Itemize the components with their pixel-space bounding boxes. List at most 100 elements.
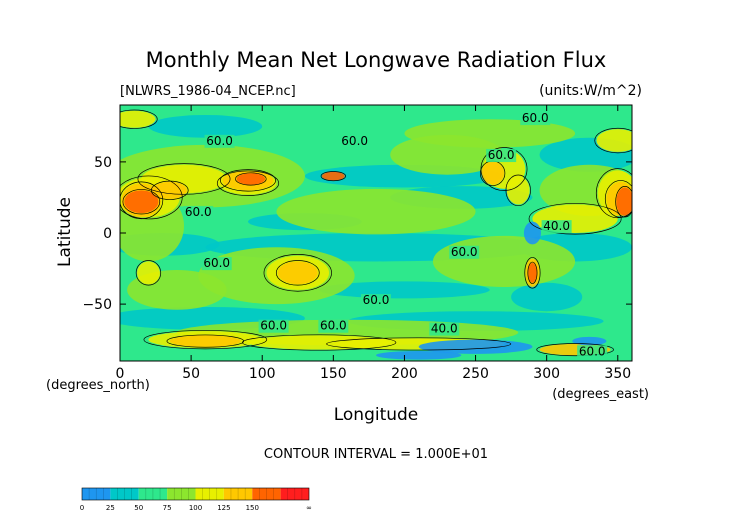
- contour-line: [235, 172, 267, 186]
- contour-label-backdrop: [429, 322, 460, 336]
- contour-label: 60.0: [363, 293, 390, 307]
- colorbar-swatch: [195, 488, 224, 500]
- flux-region: [152, 181, 187, 199]
- contour-label: 60.0: [260, 319, 287, 333]
- flux-region: [276, 188, 476, 235]
- plot-area: 60.0 60.0 60.0 60.0 60.0 40.0 60.0 60.0 60.0 60.0…: [119, 104, 633, 362]
- y-tick-label: 50: [94, 155, 112, 171]
- flux-region: [321, 171, 345, 181]
- contour-label-backdrop: [318, 319, 349, 333]
- contour-line: [505, 174, 531, 207]
- chart-title: Monthly Mean Net Longwave Radiation Flux: [146, 48, 607, 72]
- colorbar-tick-label: 75: [163, 504, 172, 512]
- contour-label: 60.0: [451, 245, 478, 259]
- units-label: (units:W/m^2): [539, 83, 642, 99]
- contour-label-backdrop: [258, 319, 289, 333]
- colorbar-tick-label: 25: [106, 504, 115, 512]
- contour-line: [216, 170, 280, 196]
- flux-region: [528, 262, 537, 283]
- contour-line: [263, 254, 332, 292]
- flux-region: [511, 282, 583, 312]
- contour-label: 60.0: [522, 111, 549, 125]
- contour-line: [137, 163, 231, 195]
- flux-region: [481, 161, 504, 185]
- y-axis-label: Latitude: [55, 197, 75, 267]
- x-tick-label: 0: [116, 366, 125, 382]
- y-unit-label: (degrees_north): [46, 378, 150, 393]
- flux-region: [148, 114, 263, 138]
- flux-region: [418, 339, 533, 354]
- x-axis-ticks: 0 50 100 150 200 250 300 350: [116, 105, 631, 382]
- contour-line: [120, 181, 164, 220]
- contour-line: [326, 337, 512, 351]
- contour-label-backdrop: [449, 245, 480, 259]
- contour-label-backdrop: [339, 134, 370, 148]
- flux-region: [277, 261, 318, 285]
- flux-field: [120, 109, 632, 360]
- contour-label-backdrop: [577, 345, 608, 359]
- x-tick-label: 350: [604, 366, 631, 382]
- contour-line: [143, 330, 268, 350]
- contour-line: [604, 180, 632, 218]
- x-tick-label: 200: [391, 366, 418, 382]
- flux-region: [236, 173, 266, 185]
- contour-label: 60.0: [341, 134, 368, 148]
- colorbar-swatch: [82, 488, 111, 500]
- contour-line: [120, 109, 158, 129]
- x-tick-label: 150: [320, 366, 347, 382]
- contour-label-backdrop: [183, 205, 214, 219]
- contour-line: [524, 257, 541, 289]
- flux-region: [390, 134, 504, 175]
- contour-line: [150, 180, 189, 200]
- colorbar-tick-label: 50: [134, 504, 143, 512]
- contour-label-backdrop: [486, 149, 517, 163]
- contour-label: 60.0: [488, 148, 515, 162]
- colorbar-swatch: [252, 488, 281, 500]
- x-tick-label: 250: [462, 366, 489, 382]
- colorbar-swatch: [167, 488, 196, 500]
- contour-interval-label: CONTOUR INTERVAL = 1.000E+01: [264, 447, 488, 462]
- flux-region: [596, 129, 632, 152]
- colorbar-swatch: [223, 488, 253, 500]
- y-tick-label: 0: [103, 226, 112, 242]
- colorbar-swatch: [138, 488, 168, 500]
- contour-label-backdrop: [201, 257, 232, 271]
- flux-region: [169, 335, 241, 347]
- colorbar-tick-label: 150: [246, 504, 259, 512]
- contour-line: [166, 334, 245, 348]
- contour-label: 60.0: [185, 205, 212, 219]
- contour-line: [595, 168, 632, 219]
- contour-line: [275, 260, 320, 286]
- contour-label-backdrop: [204, 134, 235, 148]
- contour-line: [594, 127, 632, 154]
- flux-region: [376, 351, 462, 360]
- flux-region: [124, 190, 159, 214]
- contour-label: 60.0: [320, 319, 347, 333]
- contour-line: [135, 260, 162, 286]
- colorbar-tick-label: 100: [189, 504, 202, 512]
- contour-label: 40.0: [543, 219, 570, 233]
- contour-label: 40.0: [431, 322, 458, 336]
- x-tick-label: 300: [533, 366, 560, 382]
- flux-region: [137, 261, 160, 285]
- contour-line: [528, 203, 622, 235]
- colorbar-tick-label: 125: [217, 504, 230, 512]
- x-unit-label: (degrees_east): [552, 387, 649, 402]
- contour-label-backdrop: [361, 294, 391, 308]
- contour-label: 60.0: [203, 256, 230, 270]
- y-tick-label: −50: [82, 297, 112, 313]
- y-axis-ticks: −50 0 50: [82, 155, 632, 313]
- colorbar-swatch: [110, 488, 139, 500]
- colorbar: 0 25 50 75 100 125 150 ∞: [80, 487, 312, 512]
- contour-line: [615, 186, 632, 218]
- x-axis-label: Longitude: [334, 405, 419, 425]
- x-tick-label: 50: [182, 366, 200, 382]
- contour-line: [527, 261, 538, 284]
- flux-region: [432, 235, 576, 288]
- colorbar-swatch: [280, 488, 309, 500]
- contour-label: 60.0: [579, 344, 606, 358]
- flux-region: [506, 176, 530, 205]
- file-label: [NLWRS_1986-04_NCEP.nc]: [120, 84, 296, 99]
- contour-line: [122, 189, 161, 215]
